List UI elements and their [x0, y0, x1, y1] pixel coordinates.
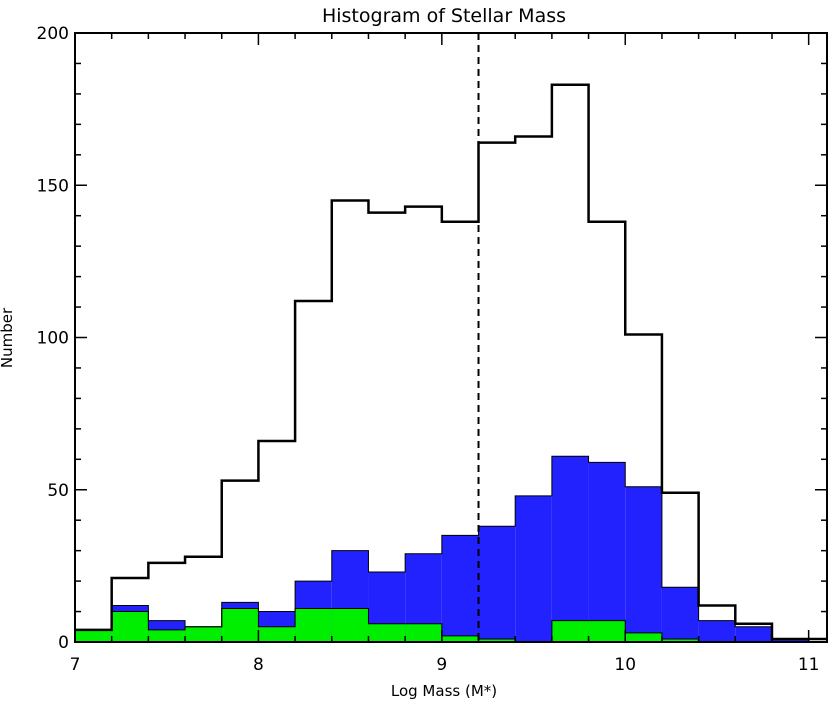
hist-bar-series-3 — [478, 638, 516, 642]
x-tick-label: 9 — [436, 655, 447, 675]
y-tick-label: 200 — [37, 24, 69, 44]
hist-bar-series-2 — [661, 587, 699, 642]
axes: 7 8 9 10 11 0 50 100 150 200 — [37, 24, 827, 675]
x-tick-label: 8 — [253, 655, 264, 675]
hist-bar-series-3 — [368, 623, 406, 642]
hist-bar-series-2 — [588, 462, 626, 642]
hist-bar-series-3 — [661, 638, 699, 642]
chart-title: Histogram of Stellar Mass — [322, 5, 566, 27]
hist-bar-series-3 — [405, 623, 442, 642]
hist-step-series-3 — [75, 608, 827, 643]
plot-area — [75, 33, 827, 643]
hist-bar-series-2 — [515, 495, 552, 642]
hist-bar-series-3 — [75, 629, 112, 642]
y-tick-label: 150 — [37, 176, 69, 196]
y-tick-label: 50 — [47, 481, 69, 501]
hist-bar-series-3 — [111, 611, 149, 642]
hist-bar-series-2 — [478, 526, 516, 642]
hist-bar-series-2 — [771, 638, 809, 642]
hist-bar-series-3 — [331, 608, 369, 642]
hist-bar-series-3 — [258, 626, 296, 642]
y-tick-label: 0 — [58, 633, 69, 653]
hist-bar-series-3 — [221, 608, 259, 642]
hist-bar-series-3 — [185, 626, 222, 642]
hist-bar-series-2 — [441, 535, 479, 642]
hist-bar-series-2 — [698, 620, 736, 642]
hist-bar-series-3 — [148, 629, 186, 642]
hist-bar-series-3 — [295, 608, 332, 642]
y-axis-label: Number — [0, 307, 16, 368]
y-tick-label: 100 — [37, 329, 69, 349]
hist-outline-series-1 — [75, 83, 827, 641]
x-tick-label: 11 — [798, 655, 820, 675]
x-tick-label: 7 — [70, 655, 81, 675]
x-tick-label: 10 — [614, 655, 636, 675]
hist-bar-series-2 — [551, 456, 589, 642]
hist-bar-series-3 — [588, 620, 626, 642]
hist-bar-series-3 — [625, 632, 662, 642]
hist-bar-series-2 — [625, 486, 662, 642]
hist-bar-series-3 — [441, 635, 479, 642]
x-axis-label: Log Mass (M*) — [391, 682, 497, 700]
hist-bar-series-2 — [735, 626, 772, 642]
hist-bar-series-3 — [551, 620, 589, 642]
